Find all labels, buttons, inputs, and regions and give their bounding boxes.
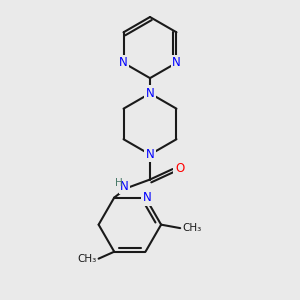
Text: N: N: [120, 180, 129, 193]
Text: CH₃: CH₃: [78, 254, 97, 264]
Text: N: N: [143, 191, 152, 204]
Text: N: N: [172, 56, 181, 69]
Text: H: H: [115, 178, 123, 188]
Text: CH₃: CH₃: [182, 223, 201, 233]
Text: N: N: [119, 56, 128, 69]
Text: N: N: [146, 87, 154, 100]
Text: O: O: [175, 162, 184, 175]
Text: N: N: [146, 148, 154, 161]
